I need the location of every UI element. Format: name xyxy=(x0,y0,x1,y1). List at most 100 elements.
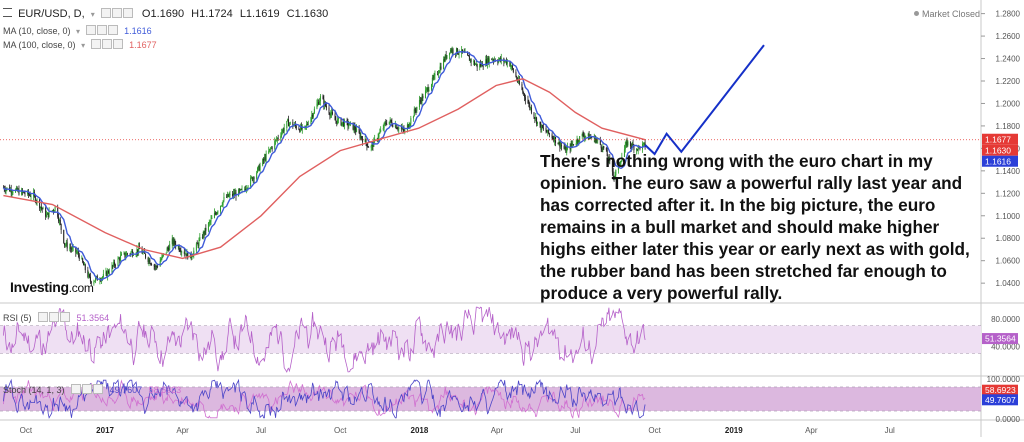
candle-body xyxy=(427,87,429,92)
rsi-label[interactable]: RSI (5) xyxy=(3,313,32,323)
close-icon[interactable] xyxy=(60,312,71,322)
candle-body xyxy=(88,274,90,277)
candle-body xyxy=(250,177,252,187)
candle-body xyxy=(280,135,282,139)
eye-icon[interactable] xyxy=(100,8,111,18)
candle-body xyxy=(21,189,23,195)
candle-body xyxy=(178,246,180,251)
candle-body xyxy=(527,100,529,104)
candle-body xyxy=(579,136,581,142)
candle-body xyxy=(171,238,173,245)
candle-body xyxy=(599,139,601,145)
close-icon[interactable] xyxy=(122,8,133,18)
candle-body xyxy=(153,265,155,267)
candle-body xyxy=(444,54,446,61)
candle-body xyxy=(566,148,568,153)
eye-icon[interactable] xyxy=(38,312,49,322)
candle-body xyxy=(432,77,434,79)
candle-body xyxy=(542,127,544,129)
price-tick-label: 1.0600 xyxy=(996,257,1021,266)
candle-body xyxy=(509,61,511,67)
candle-body xyxy=(252,177,254,181)
candle-body xyxy=(631,143,633,148)
candle-body xyxy=(611,161,613,172)
eye-icon[interactable] xyxy=(71,384,82,394)
candle-body xyxy=(521,84,523,90)
candle-body xyxy=(215,213,217,215)
candle-body xyxy=(539,121,541,125)
candle-body xyxy=(244,188,246,191)
candle-body xyxy=(397,128,399,130)
candle-body xyxy=(217,211,219,213)
oscillator-band xyxy=(0,387,981,411)
candle-body xyxy=(36,199,38,202)
candle-body xyxy=(624,144,626,150)
candle-body xyxy=(608,157,610,160)
candle-body xyxy=(89,274,91,277)
candle-body xyxy=(475,63,477,65)
candle-body xyxy=(630,146,632,148)
ma100-label[interactable]: MA (100, close, 0) xyxy=(3,40,76,50)
settings-icon[interactable] xyxy=(111,8,122,18)
close-icon[interactable] xyxy=(112,39,123,49)
candle-body xyxy=(355,130,357,132)
projection-line[interactable] xyxy=(644,44,765,156)
menu-icon[interactable] xyxy=(3,8,12,17)
candle-body xyxy=(196,243,198,245)
settings-icon[interactable] xyxy=(101,39,112,49)
settings-icon[interactable] xyxy=(96,25,107,35)
eye-icon[interactable] xyxy=(85,25,96,35)
close-icon[interactable] xyxy=(93,384,104,394)
settings-icon[interactable] xyxy=(49,312,60,322)
candle-body xyxy=(392,125,394,127)
candle-body xyxy=(105,271,107,275)
candle-body xyxy=(54,206,56,211)
investing-logo: Investing.com xyxy=(10,279,94,295)
candle-body xyxy=(554,137,556,142)
candle-body xyxy=(329,113,331,116)
candle-body xyxy=(533,112,535,118)
stoch-legend: Stoch (14, 1, 3) 49.7607 58.6923 xyxy=(3,384,181,395)
candle-body xyxy=(162,255,164,257)
stoch-label[interactable]: Stoch (14, 1, 3) xyxy=(3,385,65,395)
candle-body xyxy=(113,262,115,266)
candle-body xyxy=(136,249,138,254)
chevron-down-icon[interactable]: ▾ xyxy=(90,10,95,19)
eye-icon[interactable] xyxy=(90,39,101,49)
candle-body xyxy=(344,120,346,127)
candle-body xyxy=(172,238,174,245)
candle-body xyxy=(623,149,625,158)
symbol-label[interactable]: EUR/USD, D, xyxy=(18,8,85,20)
candle-body xyxy=(325,106,327,108)
candle-body xyxy=(211,217,213,219)
candle-body xyxy=(603,146,605,149)
candle-body xyxy=(613,176,615,178)
candle-body xyxy=(239,189,241,191)
candle-body xyxy=(443,59,445,61)
candle-body xyxy=(370,145,372,148)
candle-body xyxy=(28,194,30,196)
candle-body xyxy=(485,59,487,67)
candle-body xyxy=(15,187,17,190)
candle-body xyxy=(612,171,614,177)
candle-body xyxy=(259,165,261,171)
chevron-down-icon[interactable]: ▾ xyxy=(76,27,81,36)
candle-body xyxy=(81,258,83,260)
settings-icon[interactable] xyxy=(82,384,93,394)
close-icon[interactable] xyxy=(107,25,118,35)
ma10-label[interactable]: MA (10, close, 0) xyxy=(3,26,71,36)
candle-body xyxy=(52,210,54,211)
candle-body xyxy=(582,133,584,136)
candle-body xyxy=(238,189,240,197)
candle-body xyxy=(305,125,307,127)
rsi-value: 51.3564 xyxy=(76,313,110,323)
rsi-legend: RSI (5) 51.3564 xyxy=(3,312,109,323)
chevron-down-icon[interactable]: ▾ xyxy=(81,41,86,50)
candle-body xyxy=(552,137,554,139)
stoch-d-tag-text: 58.6923 xyxy=(985,385,1016,395)
candle-body xyxy=(374,138,376,140)
stoch-k-tag-bg xyxy=(982,394,1018,406)
candle-body xyxy=(247,186,249,189)
